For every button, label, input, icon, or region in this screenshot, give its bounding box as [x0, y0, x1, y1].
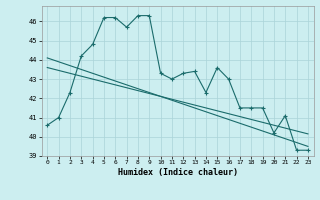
X-axis label: Humidex (Indice chaleur): Humidex (Indice chaleur) [118, 168, 237, 177]
